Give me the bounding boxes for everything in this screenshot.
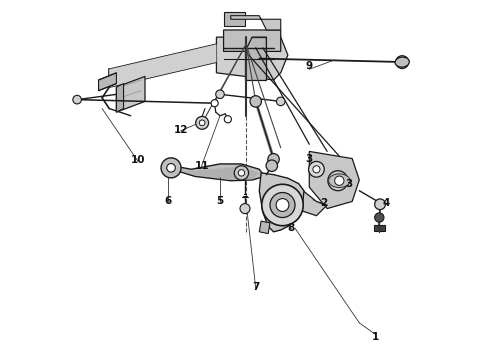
Ellipse shape: [395, 57, 409, 67]
Polygon shape: [231, 16, 281, 30]
Polygon shape: [117, 76, 145, 112]
Ellipse shape: [329, 174, 350, 188]
Circle shape: [276, 199, 289, 211]
Circle shape: [199, 120, 205, 126]
Circle shape: [250, 96, 262, 107]
Polygon shape: [168, 164, 265, 181]
Circle shape: [262, 184, 303, 226]
Polygon shape: [109, 44, 217, 87]
Text: 1: 1: [372, 332, 379, 342]
Text: 10: 10: [130, 156, 145, 165]
Circle shape: [211, 100, 218, 107]
Polygon shape: [259, 221, 270, 234]
Polygon shape: [117, 84, 123, 112]
Circle shape: [328, 171, 348, 191]
Circle shape: [234, 166, 248, 180]
Polygon shape: [223, 30, 281, 51]
Polygon shape: [259, 173, 304, 232]
Circle shape: [375, 213, 384, 222]
Text: 2: 2: [320, 198, 327, 208]
Text: 6: 6: [165, 197, 172, 206]
Circle shape: [73, 95, 81, 104]
Circle shape: [238, 170, 245, 176]
Polygon shape: [98, 73, 117, 91]
Circle shape: [167, 163, 175, 172]
Circle shape: [196, 116, 209, 129]
Polygon shape: [172, 166, 259, 180]
Text: 7: 7: [252, 282, 259, 292]
Text: 11: 11: [195, 161, 209, 171]
Polygon shape: [217, 37, 288, 80]
Text: 8: 8: [288, 223, 295, 233]
Polygon shape: [223, 12, 245, 26]
Text: 5: 5: [217, 197, 223, 206]
Polygon shape: [373, 225, 386, 231]
Polygon shape: [245, 37, 267, 80]
Circle shape: [268, 154, 279, 165]
Text: 4: 4: [382, 198, 390, 208]
Circle shape: [240, 203, 250, 213]
Circle shape: [266, 160, 277, 171]
Circle shape: [333, 176, 343, 185]
Text: 3: 3: [345, 179, 352, 189]
Circle shape: [313, 166, 320, 173]
Text: 9: 9: [306, 61, 313, 71]
Circle shape: [396, 56, 409, 68]
Polygon shape: [273, 180, 327, 216]
Circle shape: [216, 90, 224, 99]
Circle shape: [224, 116, 231, 123]
Text: 12: 12: [173, 125, 188, 135]
Circle shape: [309, 161, 324, 177]
Circle shape: [335, 176, 344, 185]
Circle shape: [161, 158, 181, 178]
Polygon shape: [309, 152, 359, 208]
Circle shape: [375, 199, 386, 210]
Text: 3: 3: [306, 154, 313, 163]
Circle shape: [276, 97, 285, 106]
Circle shape: [270, 193, 295, 217]
